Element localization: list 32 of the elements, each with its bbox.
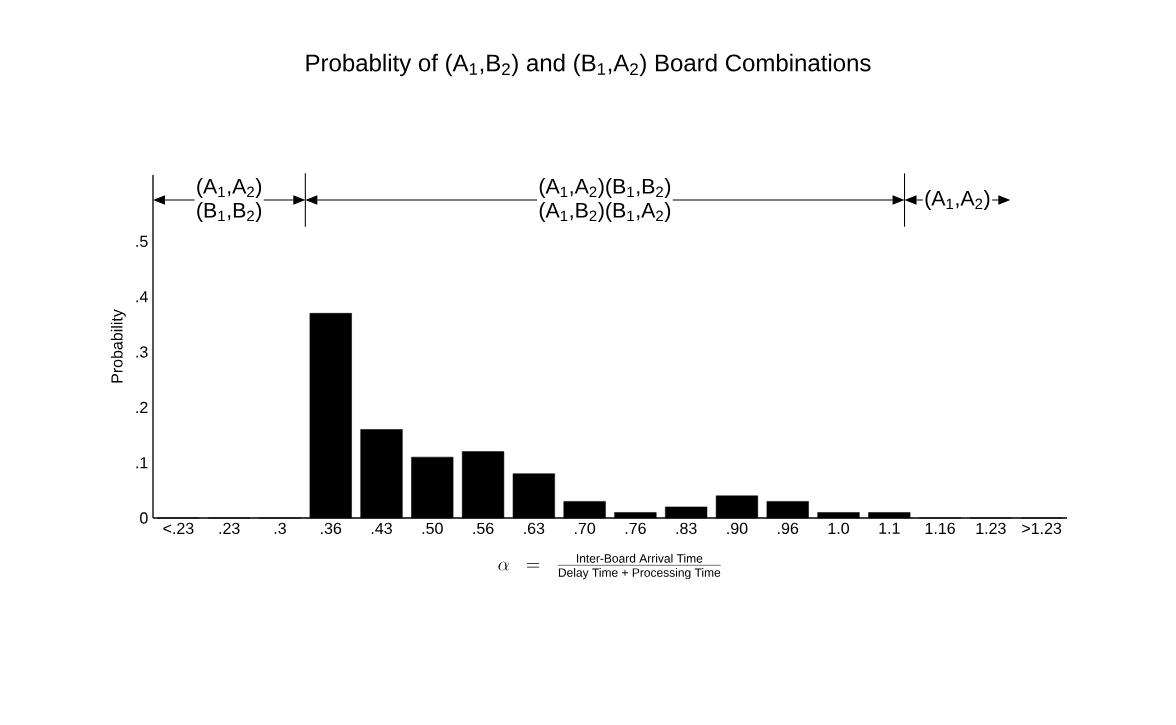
x-tick-label: .56: [473, 522, 494, 535]
x-tick-label: .90: [727, 522, 748, 535]
x-tick-label: .3: [274, 522, 286, 535]
y-tick-label: .5: [136, 235, 148, 247]
annotation: (A$_{1}$,A$_{2}$): [925, 190, 990, 210]
x-tick-label: 1.0: [828, 522, 850, 535]
text: (A$_{1}$,A$_{2}$)(B$_{1}$,B$_{2}$): [539, 178, 671, 198]
y-tick-label: .1: [136, 457, 148, 469]
y-tick-label: .4: [136, 291, 148, 303]
x-tick-label: .50: [422, 522, 443, 535]
x-tick-label: .63: [524, 522, 545, 535]
annotation: (A$_{1}$,A$_{2}$): [197, 178, 262, 198]
x-tick-label: .70: [574, 522, 596, 535]
chart-title: Probablity of (A$_{1}$,B$_{2}$) and (B$_{1}$,A$_{2}$) Board Combinations: [306, 53, 871, 77]
y-axis-title: Probability: [110, 309, 126, 383]
x-tick-label: <.23: [163, 522, 194, 535]
x-tick-label: 1.23: [976, 522, 1006, 535]
x-tick-label: .76: [625, 522, 646, 535]
x-tick-label: .96: [778, 522, 799, 535]
y-tick-label: .2: [136, 401, 148, 413]
text: (A$_{1}$,B$_{2}$)(B$_{1}$,A$_{2}$): [539, 202, 671, 222]
x-tick-label: >1.23: [1022, 522, 1062, 535]
x-tick-label: .23: [219, 522, 240, 535]
y-tick-label: .3: [136, 346, 148, 358]
x-axis-title: $\alpha\;\;=\;\;\frac{\mbox{\small Inter-Board Arrival Time}}{\mbox{\small Delay Time + Processing Time}}$: [498, 553, 721, 580]
x-tick-label: 1.16: [925, 522, 955, 535]
x-tick-label: 1.1: [879, 522, 900, 534]
x-tick-label: .83: [676, 522, 697, 535]
annotation: (B$_{1}$,B$_{2}$): [197, 202, 262, 222]
x-tick-label: .36: [321, 522, 342, 535]
y-tick-label: 0: [140, 512, 148, 524]
x-tick-label: .43: [371, 522, 392, 535]
